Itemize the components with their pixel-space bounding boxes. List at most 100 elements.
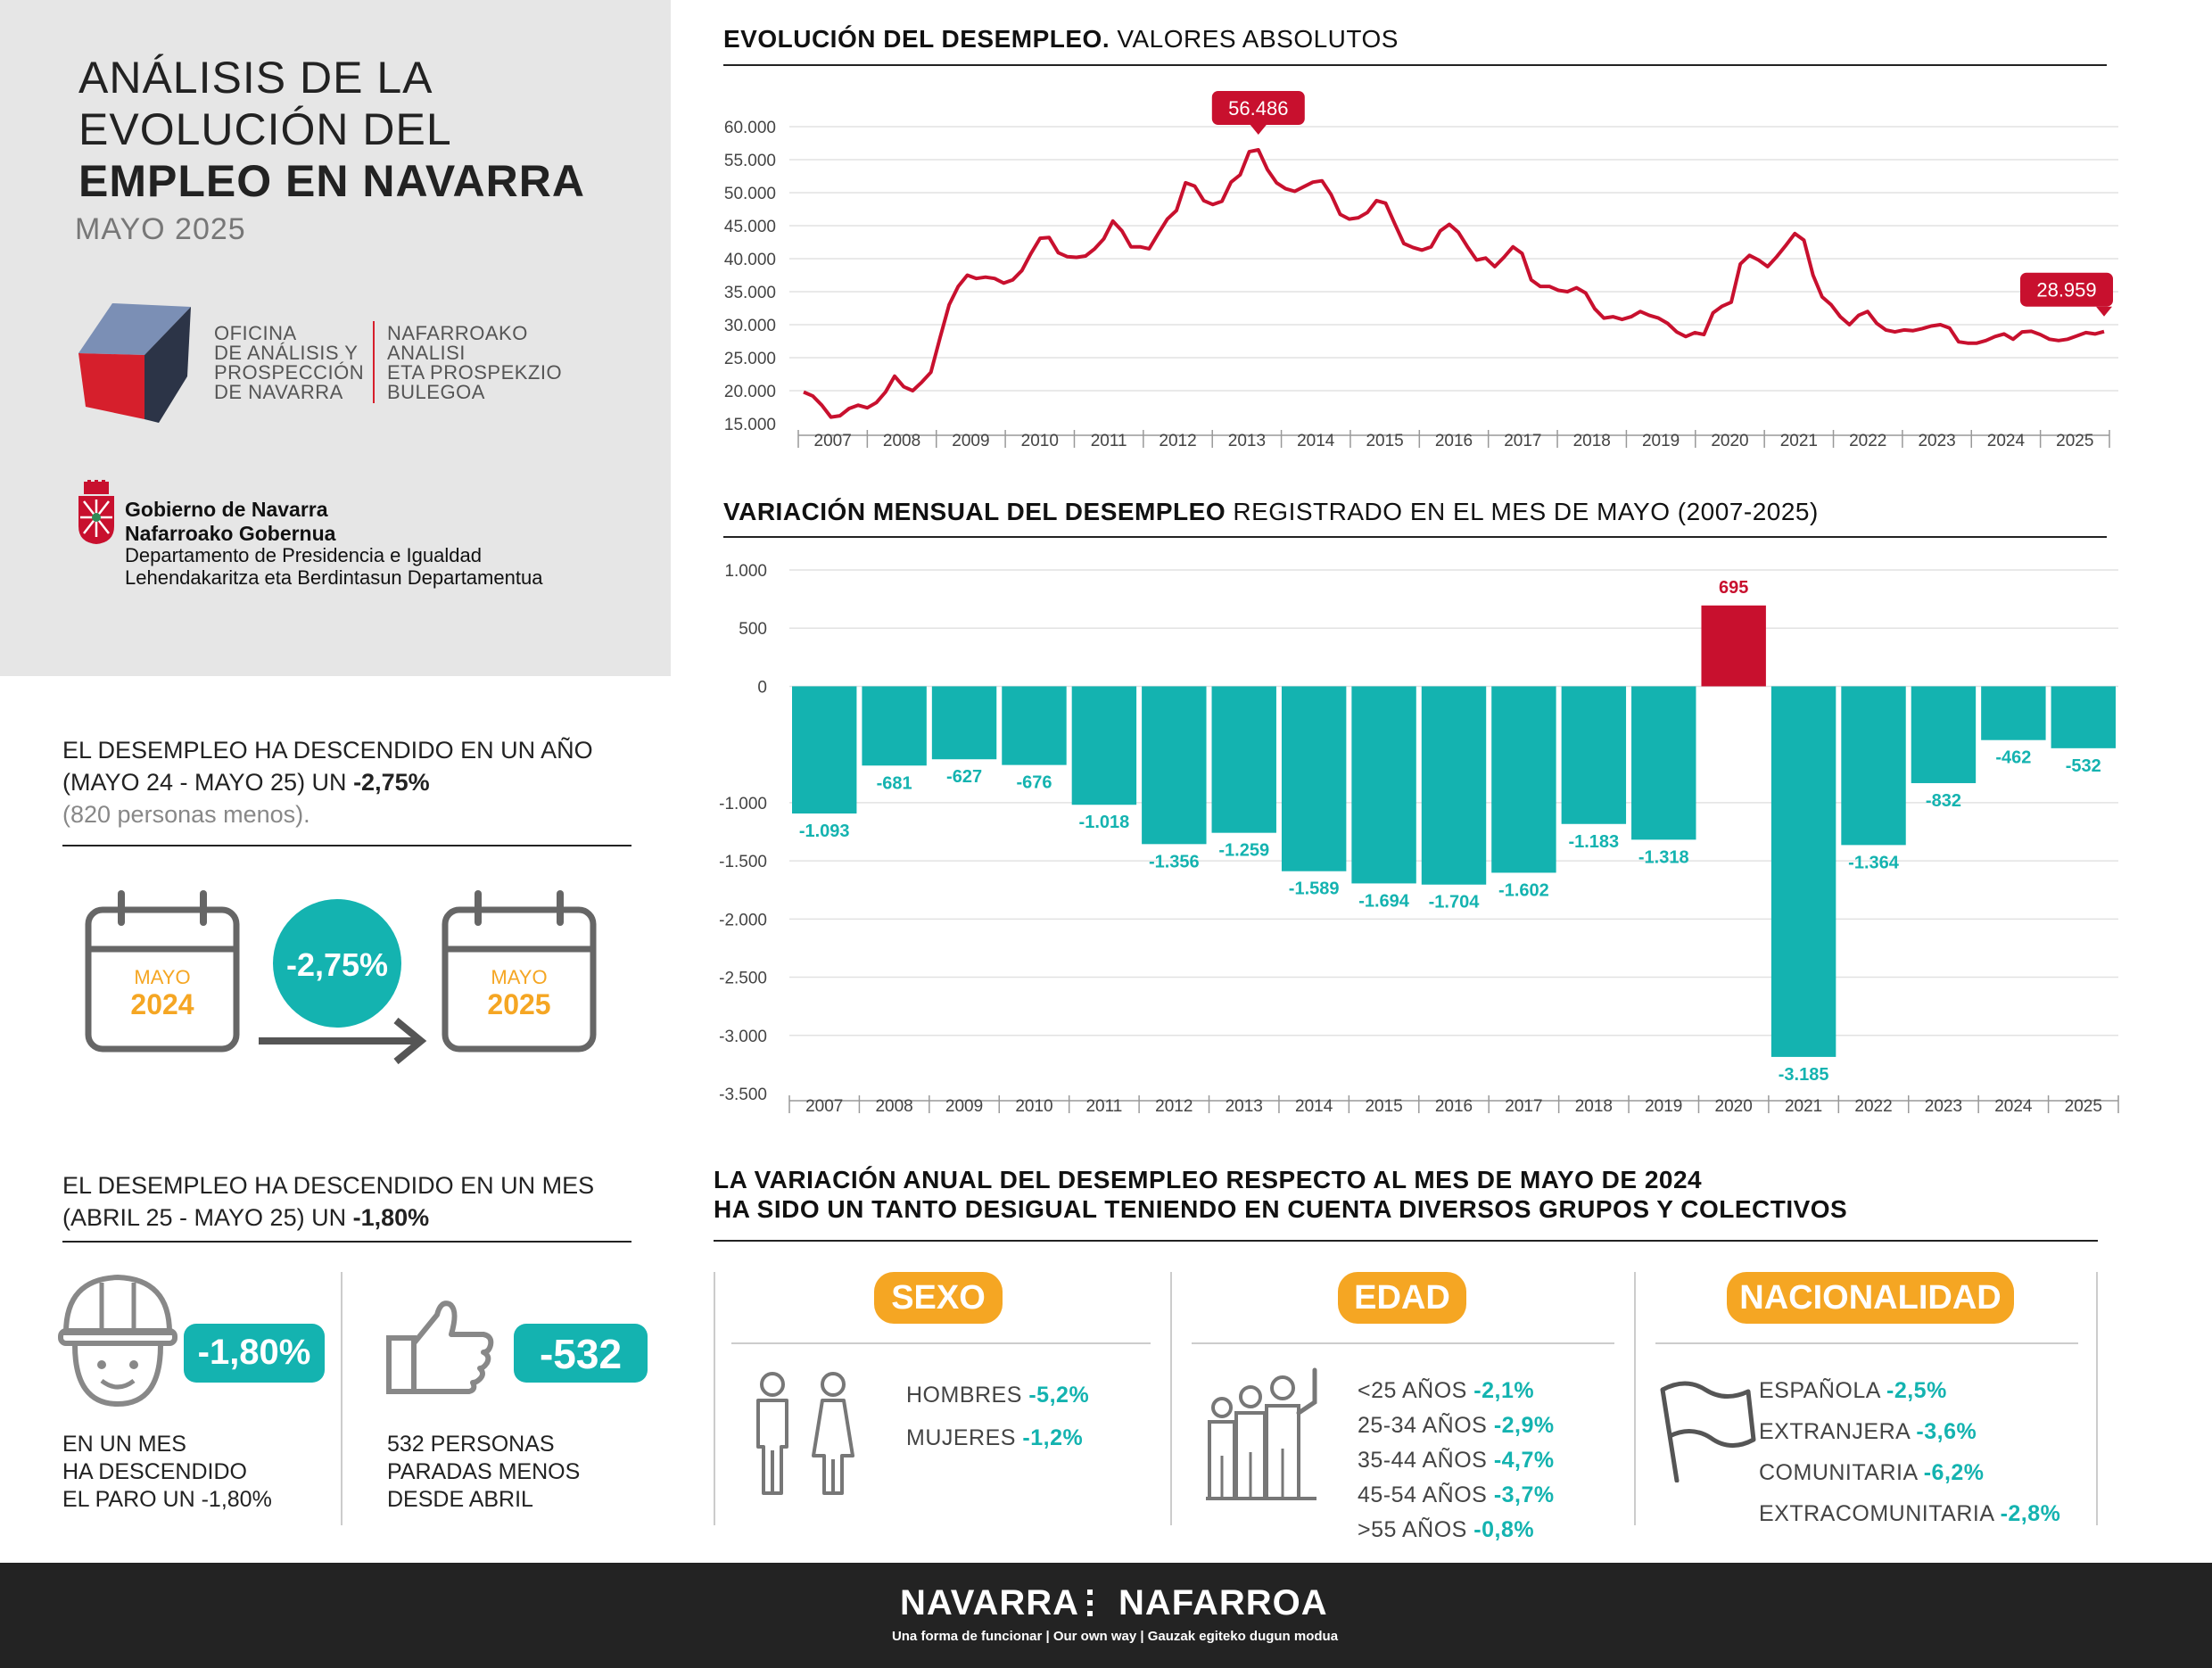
line-xtick-label: 2024 [1987, 432, 2026, 450]
bar-2023 [1911, 686, 1977, 783]
nacionalidad-pill: NACIONALIDAD [1727, 1272, 2014, 1324]
line-xtick-label: 2011 [1091, 432, 1127, 450]
line-ytick-label: 40.000 [724, 251, 776, 269]
line-xtick-label: 2008 [883, 432, 920, 450]
monthly-description: EL DESEMPLEO HA DESCENDIDO EN UN MES (AB… [62, 1172, 595, 1231]
line-xtick-label: 2012 [1159, 432, 1196, 450]
bar-xtick-label: 2014 [1295, 1097, 1333, 1116]
line-ytick-label: 20.000 [724, 383, 776, 401]
groups-title-line-2: HA SIDO UN TANTO DESIGUAL TENIENDO EN CU… [714, 1195, 1848, 1223]
bar-2012 [1142, 686, 1207, 845]
bar-xtick-label: 2023 [1925, 1097, 1962, 1116]
calendar-2024-icon [85, 890, 240, 1053]
line-callout: 56.486 [1211, 91, 1305, 136]
bar-chart: -3.500 -3.000 -2.500 -2.000 -1.500 -1.000 0 500… [719, 562, 2119, 1116]
bar-xtick-label: 2017 [1505, 1097, 1542, 1116]
bar-2017 [1491, 686, 1556, 873]
bar-xtick-label: 2013 [1226, 1097, 1263, 1116]
nacionalidad-item-2: EXTRANJERA -3,6% [1759, 1419, 1977, 1444]
line-chart: 15.000 20.000 25.000 30.000 35.000 40.000 45.0… [724, 91, 2118, 450]
bar-2022 [1841, 686, 1906, 846]
bar-2024 [1981, 686, 2046, 740]
bar-chart-title: VARIACIÓN MENSUAL DEL DESEMPLEO REGISTRA… [723, 498, 1819, 525]
monthly-num-badge [514, 1324, 648, 1383]
office-divider [373, 321, 375, 403]
department-name-eu: Lehendakaritza eta Berdintasun Departame… [125, 566, 543, 589]
bar-ytick-label: -3.500 [719, 1086, 767, 1104]
bar-xtick-label: 2021 [1785, 1097, 1822, 1116]
edad-item-3: 35-44 AÑOS -4,7% [1358, 1448, 1555, 1473]
line-xtick-label: 2023 [1918, 432, 1955, 450]
sexo-rule [731, 1342, 1151, 1344]
nacionalidad-rule [1655, 1342, 2078, 1344]
line-callout-pointer [1250, 125, 1267, 136]
bar-value-label: -462 [1995, 748, 2031, 768]
line-xtick-label: 2020 [1711, 432, 1748, 450]
bar-2014 [1281, 686, 1347, 871]
edad-item-5: >55 AÑOS -0,8% [1358, 1517, 1535, 1542]
bar-xtick-label: 2025 [2065, 1097, 2102, 1116]
line-ytick-label: 50.000 [724, 185, 776, 203]
calendar-2024-year: 2024 [130, 988, 194, 1020]
office-name-eu: NAFARROAKO ANALISI ETA PROSPEKZIO BULEGOA [387, 322, 563, 403]
edad-item-4: 45-54 AÑOS -3,7% [1358, 1482, 1555, 1507]
worker-helmet-icon [58, 1274, 177, 1408]
line-callout-label: 56.486 [1228, 97, 1288, 120]
bar-value-label: -532 [2066, 756, 2101, 776]
bar-2009 [931, 686, 997, 760]
groups-separator-4 [2096, 1272, 2098, 1525]
annual-badge-value: -2,75% [285, 946, 389, 983]
monthly-caption-left: EN UN MES HA DESCENDIDO EL PARO UN -1,80% [62, 1432, 272, 1512]
bar-xtick-label: 2020 [1715, 1097, 1753, 1116]
line-callout-box [2020, 272, 2113, 307]
line-xtick-label: 2015 [1366, 432, 1403, 450]
page-title-line-1: ANÁLISIS DE LA [78, 53, 433, 103]
sexo-item-mujeres: MUJERES -1,2% [906, 1425, 1084, 1450]
line-callout-label: 28.959 [2036, 279, 2096, 301]
bar-value-label: -1.602 [1498, 880, 1549, 900]
line-xtick-label: 2014 [1297, 432, 1335, 450]
bar-2019 [1631, 686, 1696, 840]
bar-xtick-label: 2010 [1015, 1097, 1052, 1116]
line-xtick-label: 2007 [814, 432, 852, 450]
bar-2011 [1071, 686, 1137, 805]
line-ytick-label: 35.000 [724, 284, 776, 302]
department-name-es: Departamento de Presidencia e Igualdad [125, 544, 482, 566]
annual-badge [273, 899, 401, 1028]
bar-value-label: -1.704 [1429, 893, 1481, 912]
calendar-2025-year: 2025 [487, 988, 551, 1020]
monthly-caption-right: 532 PERSONAS PARADAS MENOS DESDE ABRIL [387, 1432, 581, 1512]
groups-separator-1 [714, 1272, 715, 1525]
monthly-divider [62, 1241, 631, 1243]
bar-value-label: 695 [1719, 578, 1748, 598]
bar-value-label: -1.589 [1289, 879, 1340, 899]
bar-xtick-label: 2018 [1575, 1097, 1613, 1116]
bar-value-label: -1.364 [1848, 853, 1900, 872]
nacionalidad-item-4: EXTRACOMUNITARIA -2,8% [1759, 1501, 2061, 1526]
bar-xtick-label: 2024 [1994, 1097, 2033, 1116]
bar-xtick-label: 2019 [1645, 1097, 1682, 1116]
government-name-eu: Nafarroako Gobernua [125, 522, 336, 545]
line-xtick-label: 2022 [1849, 432, 1886, 450]
nacionalidad-item-1: ESPAÑOLA -2,5% [1759, 1378, 1947, 1403]
monthly-num-badge-value: -532 [539, 1331, 623, 1377]
calendar-2025-month: MAYO [491, 966, 548, 988]
line-ytick-label: 15.000 [724, 416, 776, 434]
bar-xtick-label: 2016 [1435, 1097, 1473, 1116]
sexo-item-hombres: HOMBRES -5,2% [906, 1383, 1090, 1408]
bar-2020 [1701, 605, 1766, 687]
groups-separator-3 [1634, 1272, 1636, 1525]
line-xtick-label: 2017 [1504, 432, 1541, 450]
bar-value-label: -1.694 [1358, 891, 1410, 911]
bar-2016 [1421, 686, 1487, 885]
line-xtick-label: 2019 [1642, 432, 1680, 450]
bar-ytick-label: -2.500 [719, 970, 767, 988]
footer-tagline: Una forma de funcionar | Our own way | G… [891, 1629, 1339, 1644]
bar-value-label: -627 [946, 767, 982, 787]
arrow-right-icon [259, 1017, 427, 1065]
bar-2010 [1002, 686, 1067, 765]
line-xtick-label: 2025 [2056, 432, 2093, 450]
bar-xtick-label: 2007 [805, 1097, 843, 1116]
bar-ytick-label: -1.500 [719, 853, 767, 871]
monthly-pct-badge-value: -1,80% [197, 1333, 311, 1372]
